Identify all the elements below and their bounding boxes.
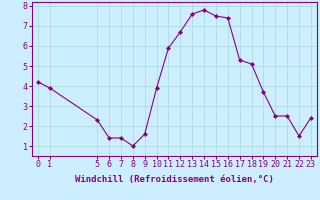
- X-axis label: Windchill (Refroidissement éolien,°C): Windchill (Refroidissement éolien,°C): [75, 175, 274, 184]
